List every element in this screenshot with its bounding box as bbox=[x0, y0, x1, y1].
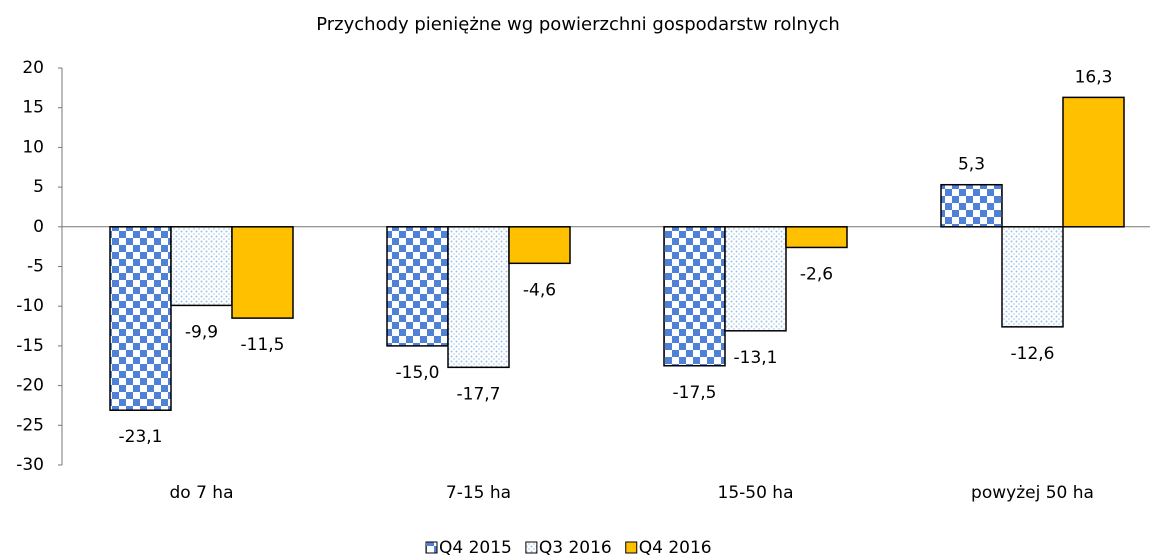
value-label: 5,3 bbox=[958, 155, 985, 175]
x-tick-label: do 7 ha bbox=[169, 483, 233, 503]
legend-swatch bbox=[525, 541, 538, 554]
chart-title: Przychody pieniężne wg powierzchni gospo… bbox=[316, 14, 840, 35]
y-tick-label: 10 bbox=[22, 137, 44, 157]
legend-label: Q3 2016 bbox=[539, 538, 612, 558]
x-tick-label: powyżej 50 ha bbox=[971, 483, 1094, 503]
value-label: -11,5 bbox=[241, 335, 285, 355]
bar bbox=[231, 226, 294, 319]
value-label: -23,1 bbox=[119, 427, 163, 447]
bar bbox=[386, 226, 449, 347]
bar bbox=[109, 226, 172, 411]
value-label: -17,7 bbox=[457, 384, 501, 404]
bar bbox=[447, 226, 510, 369]
value-label: -13,1 bbox=[734, 348, 778, 368]
y-tick-label: 5 bbox=[33, 177, 44, 197]
value-label: -9,9 bbox=[185, 322, 218, 342]
legend-swatch bbox=[625, 541, 638, 554]
y-tick-label: 15 bbox=[22, 98, 44, 118]
value-label: 16,3 bbox=[1075, 67, 1113, 87]
y-tick-label: 0 bbox=[33, 217, 44, 237]
bar bbox=[785, 226, 848, 249]
y-tick-label: 20 bbox=[22, 58, 44, 78]
value-label: -17,5 bbox=[673, 383, 717, 403]
value-label: -2,6 bbox=[800, 264, 833, 284]
bar bbox=[1001, 226, 1064, 328]
bar bbox=[170, 226, 233, 307]
y-tick-label: -25 bbox=[16, 415, 44, 435]
legend-label: Q4 2015 bbox=[439, 538, 512, 558]
bar bbox=[940, 183, 1003, 228]
bar bbox=[1062, 96, 1125, 228]
y-tick-label: -15 bbox=[16, 336, 44, 356]
x-tick-label: 7-15 ha bbox=[446, 483, 511, 503]
bar bbox=[663, 226, 726, 367]
bar bbox=[724, 226, 787, 332]
x-tick-label: 15-50 ha bbox=[718, 483, 794, 503]
value-label: -15,0 bbox=[396, 363, 440, 383]
bar bbox=[508, 226, 571, 265]
y-tick-label: -30 bbox=[16, 455, 44, 475]
y-tick-label: -10 bbox=[16, 296, 44, 316]
legend-swatch bbox=[425, 541, 438, 554]
value-label: -12,6 bbox=[1011, 344, 1055, 364]
y-tick-label: -5 bbox=[27, 257, 44, 277]
value-label: -4,6 bbox=[523, 280, 556, 300]
legend-label: Q4 2016 bbox=[639, 538, 712, 558]
y-tick-label: -20 bbox=[16, 376, 44, 396]
